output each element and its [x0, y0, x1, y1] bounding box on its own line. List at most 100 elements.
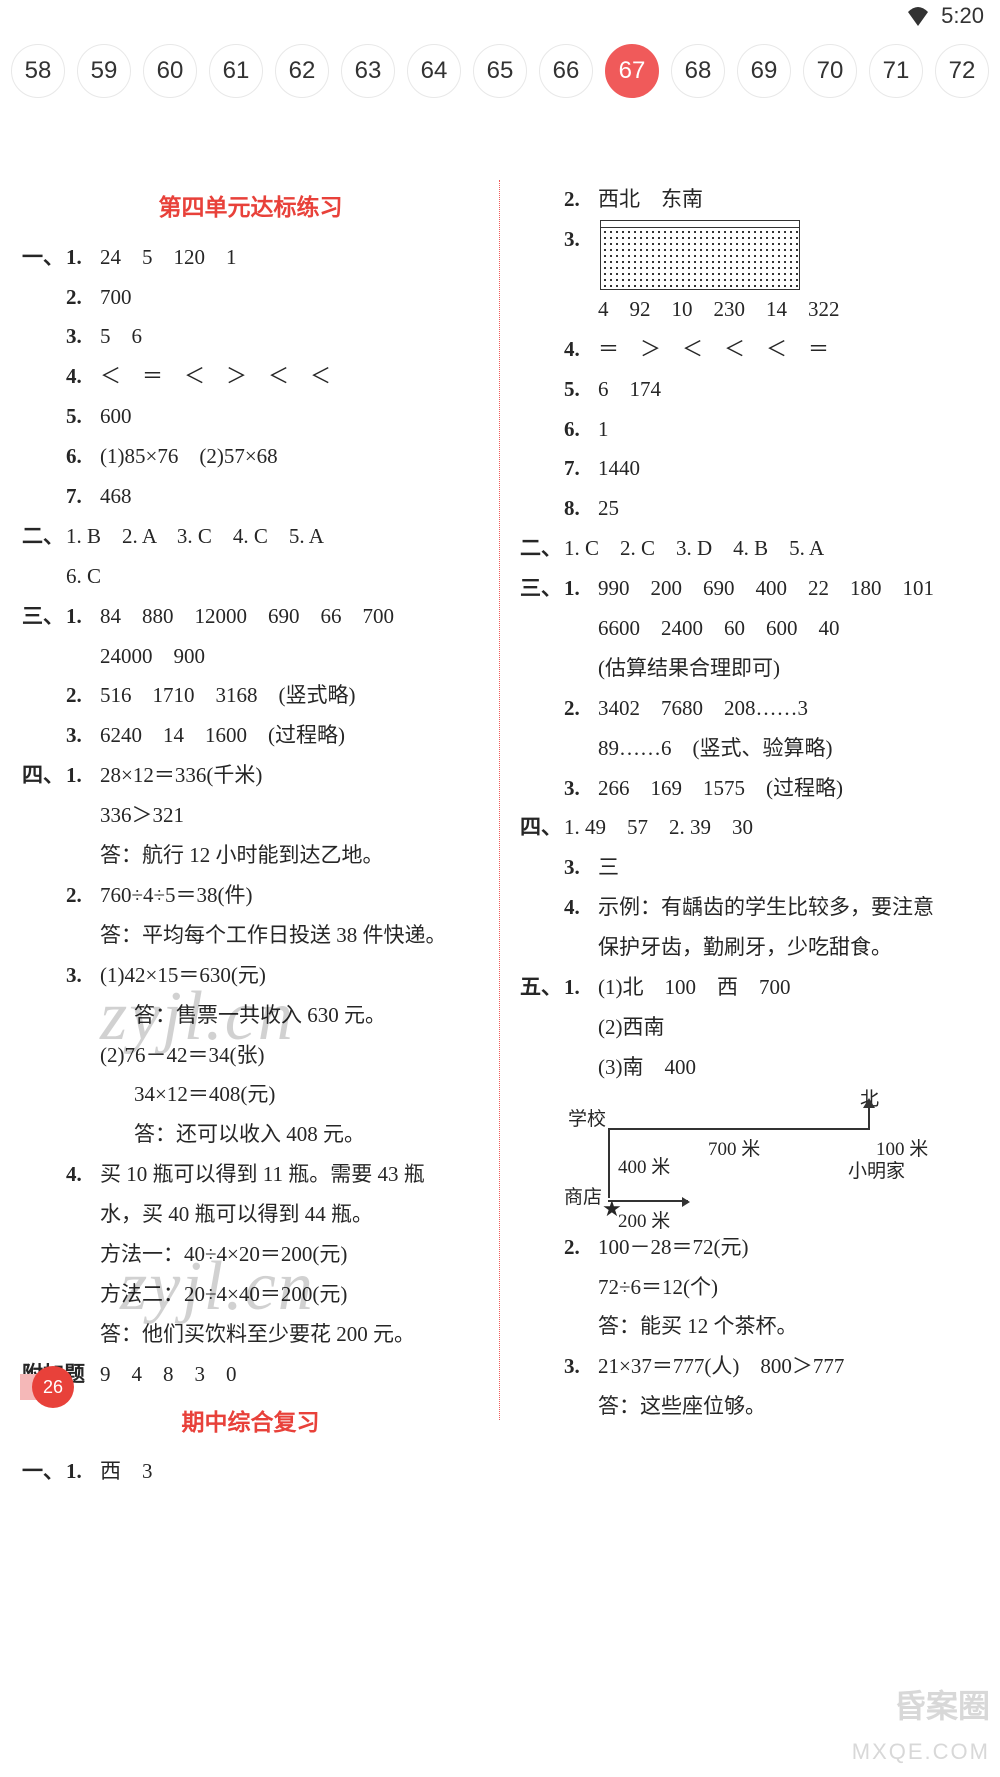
- item-text: 700: [100, 278, 481, 318]
- item-text: 760÷4÷5＝38(件): [100, 876, 481, 916]
- item-text: 336＞321: [100, 796, 481, 836]
- item-num: 1.: [66, 597, 100, 637]
- item-text: 6. C: [66, 557, 481, 597]
- page-tab-69[interactable]: 69: [737, 44, 791, 98]
- midterm-title: 期中综合复习: [20, 1401, 481, 1445]
- item-text: 25: [598, 489, 962, 529]
- sec-label: 三、: [20, 597, 66, 637]
- item-num: 8.: [564, 489, 598, 529]
- item-num: 3.: [564, 769, 598, 809]
- status-time: 5:20: [941, 3, 984, 29]
- page-tab-63[interactable]: 63: [341, 44, 395, 98]
- item-text: 1. B 2. A 3. C 4. C 5. A: [66, 517, 481, 557]
- item-num: 2.: [66, 278, 100, 318]
- page-tab-72[interactable]: 72: [935, 44, 989, 98]
- page-tab-71[interactable]: 71: [869, 44, 923, 98]
- item-text: (2)西南: [598, 1008, 962, 1048]
- shop-label: 商店: [564, 1180, 602, 1216]
- item-num: 3.: [564, 1347, 598, 1387]
- page-number-badge: 26: [32, 1366, 74, 1408]
- item-text: 4 92 10 230 14 322: [598, 290, 962, 330]
- item-num: 4.: [564, 888, 598, 928]
- item-text: 1. C 2. C 3. D 4. B 5. A: [564, 529, 962, 569]
- item-text: ＝ ＞ ＜ ＜ ＜ ＝: [598, 330, 962, 370]
- item-num: 2.: [564, 689, 598, 729]
- item-text: (2)76－42＝34(张): [100, 1036, 481, 1076]
- item-text: 468: [100, 477, 481, 517]
- item-text: (1)北 100 西 700: [598, 968, 962, 1008]
- item-text: 34×12＝408(元): [134, 1075, 481, 1115]
- item-text: 6240 14 1600 (过程略): [100, 716, 481, 756]
- page-tab-61[interactable]: 61: [209, 44, 263, 98]
- page-tab-62[interactable]: 62: [275, 44, 329, 98]
- item-num: 4.: [564, 330, 598, 370]
- page-tab-64[interactable]: 64: [407, 44, 461, 98]
- item-text: 72÷6＝12(个): [598, 1268, 962, 1308]
- grid-figure: [598, 220, 962, 290]
- item-text: 答：能买 12 个茶杯。: [598, 1307, 962, 1347]
- item-text: 答：平均每个工作日投送 38 件快递。: [100, 916, 481, 956]
- item-num: 5.: [66, 397, 100, 437]
- item-num: 1.: [564, 569, 598, 609]
- sec-label: 二、: [20, 517, 66, 557]
- item-text: 答：还可以收入 408 元。: [134, 1115, 481, 1155]
- item-text: ＜ ＝ ＜ ＞ ＜ ＜: [100, 357, 481, 397]
- item-text: 买 10 瓶可以得到 11 瓶。需要 43 瓶: [100, 1155, 481, 1195]
- distance-label: 200 米: [618, 1204, 670, 1240]
- page-tab-67[interactable]: 67: [605, 44, 659, 98]
- item-num: 2.: [564, 180, 598, 220]
- item-text: 西北 东南: [598, 180, 962, 220]
- page-tab-68[interactable]: 68: [671, 44, 725, 98]
- item-text: 答：航行 12 小时能到达乙地。: [100, 836, 481, 876]
- north-arrow-icon: [863, 1098, 875, 1108]
- item-text: (3)南 400: [598, 1048, 962, 1088]
- item-text: 21×37＝777(人) 800＞777: [598, 1347, 962, 1387]
- item-num: 4.: [66, 1155, 100, 1195]
- sec-label: 一、: [20, 1452, 66, 1492]
- item-num: 2.: [66, 676, 100, 716]
- item-text: 28×12＝336(千米): [100, 756, 481, 796]
- page-tabs: 585960616263646566676869707172: [0, 32, 1000, 110]
- page-tab-60[interactable]: 60: [143, 44, 197, 98]
- item-text: 266 169 1575 (过程略): [598, 769, 962, 809]
- item-text: 516 1710 3168 (竖式略): [100, 676, 481, 716]
- item-num: 6.: [564, 410, 598, 450]
- school-label: 学校: [568, 1102, 606, 1138]
- item-text: 方法一：40÷4×20＝200(元): [100, 1235, 481, 1275]
- sec-label: 五、: [518, 968, 564, 1008]
- corner-badge: 昏案圈: [894, 1681, 990, 1727]
- item-text: 3402 7680 208……3: [598, 689, 962, 729]
- page-tab-70[interactable]: 70: [803, 44, 857, 98]
- page-tab-58[interactable]: 58: [11, 44, 65, 98]
- item-num: 4.: [66, 357, 100, 397]
- item-text: 1440: [598, 449, 962, 489]
- item-num: 6.: [66, 437, 100, 477]
- sec-label: 三、: [518, 569, 564, 609]
- item-text: 24 5 120 1: [100, 238, 481, 278]
- right-column: 2.西北 东南 3. 4 92 10 230 14 322 4.＝ ＞ ＜ ＜ …: [500, 180, 980, 1420]
- item-text: 24000 900: [100, 637, 481, 677]
- item-text: 1: [598, 410, 962, 450]
- item-num: 3.: [564, 220, 598, 290]
- distance-label: 700 米: [708, 1132, 760, 1168]
- item-text: 5 6: [100, 317, 481, 357]
- item-text: 600: [100, 397, 481, 437]
- sec-label: 一、: [20, 238, 66, 278]
- page-tab-65[interactable]: 65: [473, 44, 527, 98]
- item-text: 西 3: [100, 1452, 481, 1492]
- distance-label: 400 米: [618, 1150, 670, 1186]
- item-text: 三: [598, 848, 962, 888]
- item-text: 6600 2400 60 600 40: [598, 609, 962, 649]
- item-num: 1.: [564, 968, 598, 1008]
- home-label: 小明家: [848, 1154, 905, 1190]
- left-column: 第四单元达标练习 一、1.24 5 120 1 2.700 3.5 6 4.＜ …: [20, 180, 500, 1420]
- item-text: (1)85×76 (2)57×68: [100, 437, 481, 477]
- page-tab-59[interactable]: 59: [77, 44, 131, 98]
- item-text: (1)42×15＝630(元): [100, 956, 481, 996]
- item-num: 3.: [66, 716, 100, 756]
- answer-sheet: 第四单元达标练习 一、1.24 5 120 1 2.700 3.5 6 4.＜ …: [20, 180, 980, 1420]
- sec-label: 二、: [518, 529, 564, 569]
- page-tab-66[interactable]: 66: [539, 44, 593, 98]
- item-text: 990 200 690 400 22 180 101: [598, 569, 962, 609]
- item-text: 89……6 (竖式、验算略): [598, 729, 962, 769]
